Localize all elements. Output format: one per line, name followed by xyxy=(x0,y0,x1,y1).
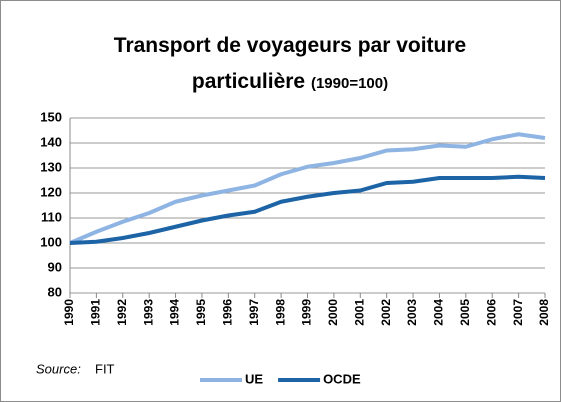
x-tick-label: 1992 xyxy=(115,299,129,326)
x-tick-label: 1990 xyxy=(62,299,76,326)
x-tick-label: 1991 xyxy=(89,299,103,326)
x-tick-label: 2008 xyxy=(537,299,551,326)
x-tick-label: 1998 xyxy=(273,299,287,326)
x-tick-label: 2002 xyxy=(379,299,393,326)
chart-title: Transport de voyageurs par voiture parti… xyxy=(113,34,467,93)
x-tick-label: 1995 xyxy=(194,299,208,326)
y-tick-label: 80 xyxy=(48,284,62,299)
x-tick-label: 2004 xyxy=(432,299,446,326)
legend-label: UE xyxy=(245,371,263,386)
source-label: Source: xyxy=(36,361,81,376)
y-tick-label: 120 xyxy=(40,184,62,199)
x-tick-label: 2006 xyxy=(484,299,498,326)
x-tick-label: 2007 xyxy=(511,299,525,326)
title-block: Transport de voyageurs par voiture parti… xyxy=(70,28,510,102)
x-tick-label: 1996 xyxy=(221,299,235,326)
series-line xyxy=(69,132,546,245)
x-tick-label: 1993 xyxy=(141,299,155,326)
y-tick-label: 100 xyxy=(40,234,62,249)
y-tick-label: 150 xyxy=(40,109,62,124)
source: FIT xyxy=(95,361,115,376)
x-tick-label: 1994 xyxy=(168,299,182,326)
x-tick-label: 2001 xyxy=(352,299,366,326)
x-tick-label: 1997 xyxy=(247,299,261,326)
x-tick-label: 2000 xyxy=(326,299,340,326)
x-tick-label: 2005 xyxy=(458,299,472,326)
y-tick-label: 90 xyxy=(48,259,62,274)
series-line xyxy=(69,174,546,245)
y-tick-label: 140 xyxy=(40,134,62,149)
x-tick-label: 2003 xyxy=(405,299,419,326)
y-tick-label: 110 xyxy=(41,209,62,224)
chart-subtitle: (1990=100) xyxy=(310,75,389,92)
legend-label: OCDE xyxy=(323,371,361,386)
y-tick-label: 130 xyxy=(40,159,62,174)
x-tick-label: 1999 xyxy=(300,299,314,326)
